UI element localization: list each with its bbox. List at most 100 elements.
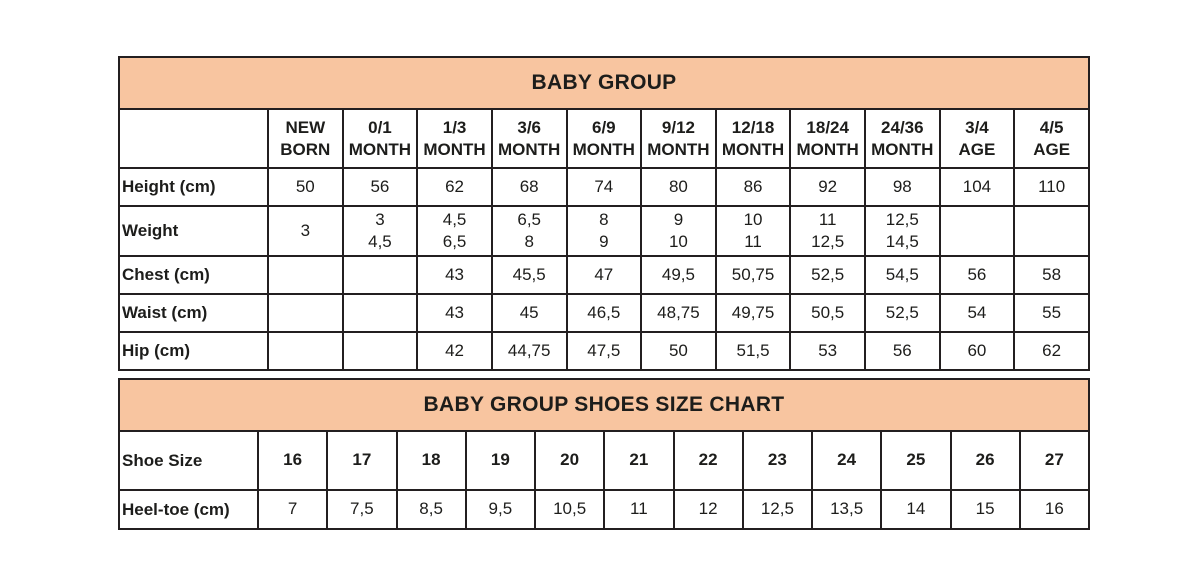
value-cell: 16 — [1018, 489, 1091, 530]
row-label: Height (cm) — [118, 167, 269, 207]
value-cell: 14 — [880, 489, 952, 530]
value-cell: 56 — [864, 331, 941, 372]
column-header: 3/6 MONTH — [490, 108, 568, 169]
value-cell: 25 — [880, 430, 952, 491]
value-cell: 23 — [741, 430, 814, 491]
row-label: Heel-toe (cm) — [118, 489, 259, 530]
column-header: 9/12 MONTH — [640, 108, 717, 169]
value-cell: 62 — [1013, 331, 1090, 372]
value-cell: 27 — [1018, 430, 1091, 491]
value-cell: 17 — [326, 430, 398, 491]
baby-group-title: BABY GROUP — [118, 56, 1090, 110]
value-cell — [341, 293, 419, 334]
value-cell: 98 — [864, 167, 941, 207]
column-header: 24/36 MONTH — [864, 108, 941, 169]
value-cell: 68 — [490, 167, 568, 207]
value-cell: 56 — [938, 255, 1016, 296]
row-label: Chest (cm) — [118, 255, 269, 296]
column-header: 12/18 MONTH — [714, 108, 792, 169]
value-cell — [341, 255, 419, 296]
column-header: NEW BORN — [267, 108, 344, 169]
value-cell: 15 — [949, 489, 1021, 530]
value-cell: 49,75 — [714, 293, 792, 334]
value-cell: 44,75 — [490, 331, 568, 372]
value-cell: 104 — [938, 167, 1016, 207]
value-cell — [267, 331, 344, 372]
value-cell: 22 — [672, 430, 744, 491]
value-cell: 6,5 8 — [490, 204, 568, 258]
value-cell — [938, 204, 1016, 258]
value-cell: 11 — [603, 489, 675, 530]
value-cell: 12,5 14,5 — [864, 204, 941, 258]
corner-cell — [118, 108, 269, 169]
value-cell: 19 — [464, 430, 537, 491]
value-cell: 3 — [267, 204, 344, 258]
value-cell: 18 — [395, 430, 467, 491]
value-cell: 9 10 — [640, 204, 717, 258]
value-cell: 62 — [416, 167, 493, 207]
value-cell: 53 — [789, 331, 866, 372]
column-header: 4/5 AGE — [1013, 108, 1090, 169]
value-cell: 92 — [789, 167, 866, 207]
value-cell: 49,5 — [640, 255, 717, 296]
value-cell: 42 — [416, 331, 493, 372]
value-cell: 13,5 — [810, 489, 883, 530]
baby-group-shoes-table: BABY GROUP SHOES SIZE CHART Shoe Size 16 17… — [118, 378, 1091, 530]
value-cell: 50 — [267, 167, 344, 207]
value-cell: 51,5 — [714, 331, 792, 372]
value-cell: 50,75 — [714, 255, 792, 296]
column-header: 1/3 MONTH — [416, 108, 493, 169]
column-header: 6/9 MONTH — [565, 108, 643, 169]
value-cell: 55 — [1013, 293, 1090, 334]
value-cell: 80 — [640, 167, 717, 207]
value-cell: 10 11 — [714, 204, 792, 258]
value-cell: 47,5 — [565, 331, 643, 372]
shoes-title: BABY GROUP SHOES SIZE CHART — [118, 378, 1090, 432]
value-cell: 47 — [565, 255, 643, 296]
value-cell — [1013, 204, 1090, 258]
value-cell: 12,5 — [741, 489, 814, 530]
value-cell: 50,5 — [789, 293, 866, 334]
value-cell: 52,5 — [789, 255, 866, 296]
value-cell: 24 — [810, 430, 883, 491]
value-cell: 48,75 — [640, 293, 717, 334]
row-label: Hip (cm) — [118, 331, 269, 372]
value-cell: 7 — [256, 489, 329, 530]
value-cell — [267, 255, 344, 296]
row-label: Shoe Size — [118, 430, 259, 491]
baby-group-table: BABY GROUP NEW BORN 0/1 MONTH 1/3 MONTH 3/6 … — [118, 56, 1090, 372]
value-cell: 7,5 — [326, 489, 398, 530]
value-cell: 43 — [416, 255, 493, 296]
value-cell — [267, 293, 344, 334]
row-label: Waist (cm) — [118, 293, 269, 334]
value-cell: 16 — [256, 430, 329, 491]
column-header: 18/24 MONTH — [789, 108, 866, 169]
column-header: 0/1 MONTH — [341, 108, 419, 169]
column-header: 3/4 AGE — [938, 108, 1016, 169]
value-cell: 4,5 6,5 — [416, 204, 493, 258]
value-cell: 45,5 — [490, 255, 568, 296]
value-cell: 20 — [533, 430, 606, 491]
value-cell: 12 — [672, 489, 744, 530]
value-cell: 46,5 — [565, 293, 643, 334]
value-cell: 54 — [938, 293, 1016, 334]
value-cell: 21 — [603, 430, 675, 491]
value-cell: 43 — [416, 293, 493, 334]
value-cell: 11 12,5 — [789, 204, 866, 258]
value-cell — [341, 331, 419, 372]
value-cell: 3 4,5 — [341, 204, 419, 258]
value-cell: 10,5 — [533, 489, 606, 530]
value-cell: 8 9 — [565, 204, 643, 258]
value-cell: 58 — [1013, 255, 1090, 296]
value-cell: 26 — [949, 430, 1021, 491]
value-cell: 86 — [714, 167, 792, 207]
value-cell: 50 — [640, 331, 717, 372]
value-cell: 110 — [1013, 167, 1090, 207]
value-cell: 52,5 — [864, 293, 941, 334]
value-cell: 54,5 — [864, 255, 941, 296]
value-cell: 56 — [341, 167, 419, 207]
value-cell: 9,5 — [464, 489, 537, 530]
value-cell: 60 — [938, 331, 1016, 372]
value-cell: 74 — [565, 167, 643, 207]
